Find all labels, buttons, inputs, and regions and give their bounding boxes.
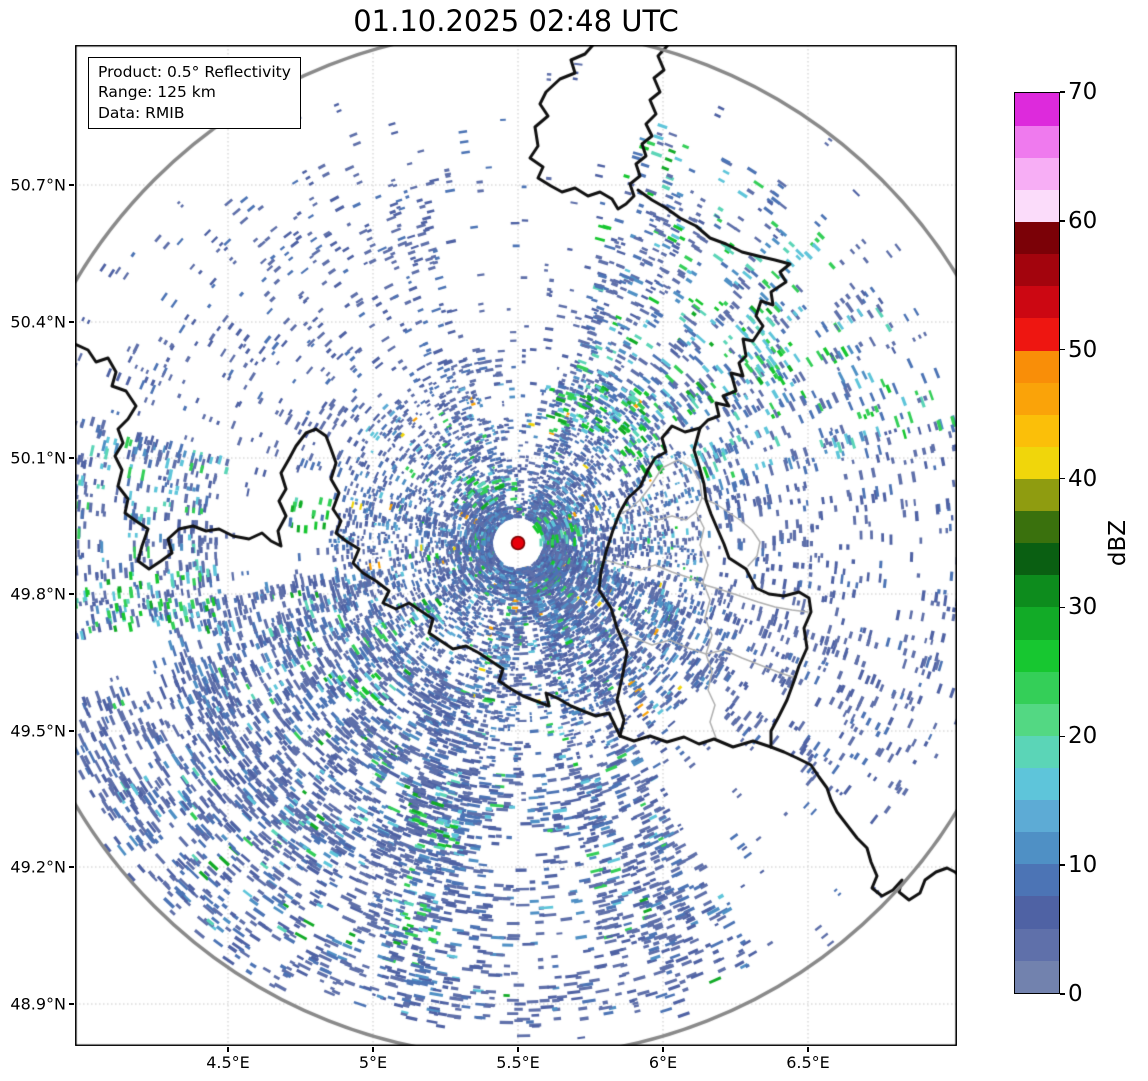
lon-tick-label: 6.5°E (786, 1053, 830, 1072)
lat-tick-label: 50.7°N (10, 175, 66, 195)
colorbar-tick-mark (1060, 606, 1065, 609)
lat-tick-mark (69, 593, 74, 595)
colorbar-level (1015, 671, 1059, 704)
colorbar-level (1015, 927, 1059, 961)
map-plot-area: Product: 0.5° Reflectivity Range: 125 km… (75, 45, 957, 1046)
lon-tick-label: 5.5°E (496, 1053, 540, 1072)
colorbar-level (1015, 510, 1059, 544)
colorbar-level (1015, 93, 1059, 126)
colorbar-level (1015, 574, 1059, 608)
colorbar-tick-mark (1060, 993, 1065, 995)
colorbar-tick-mark (1060, 91, 1065, 93)
lat-tick-label: 50.1°N (10, 448, 66, 468)
colorbar-level (1015, 349, 1059, 383)
colorbar-level (1015, 863, 1059, 897)
lon-tick-mark (807, 1047, 809, 1052)
lon-tick-mark (662, 1047, 664, 1052)
product-line: Product: 0.5° Reflectivity (98, 63, 291, 81)
colorbar-level (1015, 542, 1059, 576)
lon-tick-label: 6°E (648, 1053, 678, 1072)
colorbar-level (1015, 189, 1059, 223)
colorbar-level (1015, 317, 1059, 351)
colorbar-tick-mark (1060, 864, 1065, 866)
colorbar-level (1015, 767, 1059, 801)
colorbar-tick-label: 60 (1068, 207, 1098, 234)
colorbar-tick-label: 70 (1068, 79, 1098, 105)
lat-tick-label: 49.8°N (10, 584, 66, 604)
lat-tick-label: 49.5°N (10, 721, 66, 741)
lon-tick-label: 4.5°E (206, 1053, 250, 1072)
lat-tick-mark (69, 184, 74, 186)
data-source-line: Data: RMIB (98, 103, 185, 122)
colorbar-level (1015, 382, 1059, 415)
lon-tick-mark (517, 1047, 519, 1052)
colorbar-level (1015, 221, 1059, 255)
colorbar-level (1015, 895, 1059, 929)
lat-tick-mark (69, 866, 74, 868)
colorbar-tick-mark (1060, 477, 1065, 480)
colorbar-tick-label: 10 (1068, 852, 1098, 879)
colorbar-level (1015, 606, 1059, 640)
colorbar-tick-mark (1060, 348, 1065, 351)
colorbar-level (1015, 960, 1059, 993)
colorbar-level (1015, 414, 1059, 447)
lon-tick-mark (227, 1047, 229, 1052)
lat-tick-label: 49.2°N (10, 857, 66, 877)
colorbar-level (1015, 703, 1059, 736)
range-line: Range: 125 km (98, 83, 216, 102)
colorbar-level (1015, 253, 1059, 287)
product-info-box: Product: 0.5° Reflectivity Range: 125 km… (88, 57, 301, 130)
colorbar-unit-label: dBZ (1105, 519, 1131, 567)
figure-title: 01.10.2025 02:48 UTC (353, 4, 679, 38)
radar-map-canvas (75, 45, 957, 1046)
lat-tick-label: 50.4°N (10, 312, 66, 332)
colorbar-level (1015, 446, 1059, 479)
colorbar (1014, 92, 1060, 994)
colorbar-level (1015, 799, 1059, 833)
colorbar-level (1015, 638, 1059, 672)
colorbar-level (1015, 735, 1059, 768)
lat-tick-label: 48.9°N (10, 994, 66, 1014)
colorbar-tick-label: 20 (1068, 723, 1098, 750)
colorbar-level (1015, 478, 1059, 512)
colorbar-tick-label: 30 (1068, 594, 1098, 621)
colorbar-tick-mark (1060, 735, 1065, 738)
lat-tick-mark (69, 321, 74, 323)
lat-tick-mark (69, 730, 74, 732)
lon-tick-label: 5°E (358, 1053, 388, 1072)
colorbar-tick-label: 50 (1068, 336, 1098, 363)
colorbar-level (1015, 285, 1059, 319)
colorbar-tick-label: 0 (1068, 981, 1083, 1007)
colorbar-tick-mark (1060, 220, 1065, 222)
colorbar-level (1015, 831, 1059, 865)
colorbar-tick-label: 40 (1068, 465, 1098, 492)
lat-tick-mark (69, 1003, 74, 1005)
colorbar-level (1015, 157, 1059, 190)
colorbar-level (1015, 125, 1059, 158)
lon-tick-mark (372, 1047, 374, 1052)
lat-tick-mark (69, 457, 74, 459)
